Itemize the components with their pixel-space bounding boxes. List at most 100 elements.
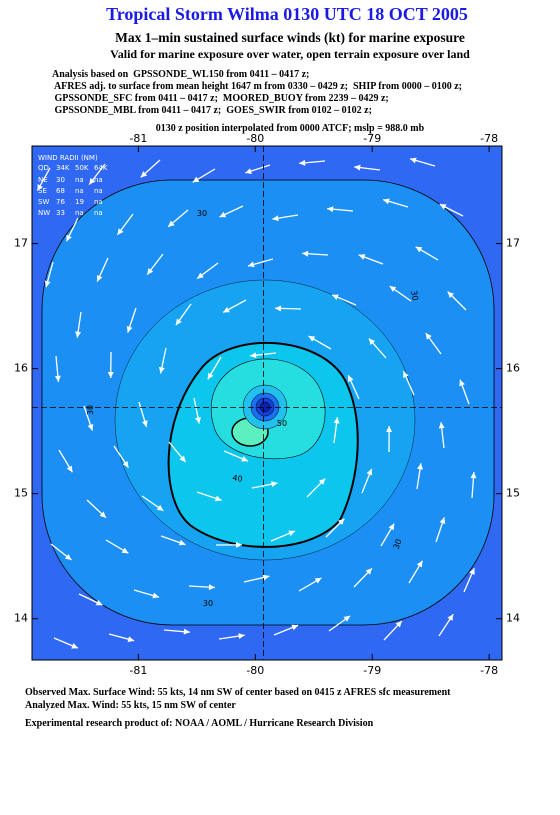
- contour-label: 30: [392, 538, 404, 551]
- wind-arrow-head: [302, 250, 309, 257]
- wind-arrow-head: [386, 426, 393, 433]
- wind-arrow-head: [383, 198, 390, 205]
- wind-arrow-head: [358, 254, 366, 260]
- wind-arrow-head: [197, 272, 204, 279]
- wind-arrow-head: [37, 184, 43, 191]
- x-tick-label: -79: [363, 664, 381, 677]
- wind-arrow-head: [238, 633, 245, 640]
- radii-title: WIND RADII (NM): [38, 154, 98, 162]
- wind-arrow-head: [327, 206, 334, 213]
- wind-arrow-head: [343, 615, 351, 622]
- radii-cell: 68: [56, 187, 65, 195]
- x-tick-label: -80: [246, 664, 264, 677]
- wind-arrow-head: [158, 366, 165, 374]
- radii-cell: na: [94, 187, 103, 195]
- radii-cell: 19: [75, 198, 84, 206]
- wind-arrow-head: [308, 336, 316, 342]
- wind-arrow-head: [366, 468, 373, 476]
- wind-arrow-head: [245, 168, 252, 174]
- wind-arrow-head: [318, 478, 326, 485]
- subtitle: Max 1–min sustained surface winds (kt) f…: [115, 30, 465, 45]
- wind-arrow-head: [250, 352, 257, 359]
- radii-cell: SW: [38, 198, 49, 206]
- analysis-line: GPSSONDE_MBL from 0411 – 0417 z; GOES_SW…: [52, 105, 372, 116]
- contour-label: 40: [232, 473, 244, 484]
- wind-arrow-head: [275, 305, 282, 312]
- y-tick-label: 15: [506, 487, 520, 500]
- contour-label: 30: [409, 290, 420, 302]
- radii-cell: na: [94, 209, 103, 217]
- radii-cell: 76: [56, 198, 65, 206]
- wind-arrow-head: [192, 176, 200, 183]
- wind-arrow-head: [415, 246, 423, 253]
- wind-arrow-head: [156, 504, 164, 511]
- radii-cell: na: [94, 176, 103, 184]
- contour-label: 30: [86, 405, 95, 415]
- wind-arrow-head: [175, 318, 182, 326]
- map-frame: [31, 145, 503, 661]
- wind-arrow-head: [152, 592, 159, 599]
- wind-arrow-head: [214, 495, 222, 502]
- wind-arrow-head: [354, 164, 361, 171]
- wind-arrow-head: [141, 420, 148, 427]
- wind-arrow-head: [447, 614, 454, 621]
- wind-arrow-head: [417, 463, 423, 470]
- footer-line: Experimental research product of: NOAA /…: [25, 718, 374, 729]
- contour-label: 30: [197, 209, 207, 218]
- wind-arrow-head: [126, 325, 133, 333]
- y-tick-label: 15: [14, 487, 28, 500]
- y-tick-label: 14: [506, 612, 520, 625]
- wind-arrow-head: [425, 332, 432, 340]
- radii-header: 64K: [94, 164, 108, 172]
- wind-arrow-head: [241, 456, 248, 462]
- wind-arrow-head: [178, 539, 186, 546]
- y-tick-label: 17: [506, 237, 520, 250]
- radii-cell: SE: [38, 187, 47, 195]
- wind-arrow-head: [99, 511, 107, 518]
- wind-arrow-head: [44, 280, 51, 288]
- wind-arrow-head: [95, 599, 103, 606]
- wind-arrow-head: [117, 228, 124, 235]
- x-tick-label: -78: [480, 132, 498, 145]
- wind-arrow-head: [235, 541, 242, 548]
- wind-arrow-head: [291, 624, 299, 631]
- wind-arrow-head: [195, 416, 201, 424]
- wind-arrow-head: [183, 628, 190, 635]
- wind-arrow-head: [87, 423, 94, 431]
- wind-arrow-head: [314, 577, 322, 584]
- position-note: 0130 z position interpolated from 0000 A…: [156, 123, 425, 134]
- wind-arrow-head: [459, 379, 465, 387]
- wind-arrow-head: [121, 547, 129, 554]
- y-tick-label: 17: [14, 237, 28, 250]
- validity: Valid for marine exposure over water, op…: [110, 47, 470, 61]
- wind-arrow-head: [365, 568, 373, 575]
- footer-line: Analyzed Max. Wind: 55 kts, 15 nm SW of …: [25, 700, 236, 711]
- wind-arrow-head: [439, 517, 446, 525]
- wind-arrow-head: [219, 211, 227, 218]
- wind-arrow-head: [333, 417, 340, 424]
- radii-header: 50K: [75, 164, 89, 172]
- radii-header: QD: [38, 164, 49, 172]
- wind-arrow-head: [66, 465, 73, 473]
- wind-arrow-head: [207, 372, 214, 380]
- wind-arrow-head: [89, 178, 96, 185]
- x-tick-label: -80: [246, 132, 264, 145]
- analysis-line: GPSSONDE_SFC from 0411 – 0417 z; MOORED_…: [52, 93, 389, 104]
- y-tick-label: 14: [14, 612, 28, 625]
- analysis-line: Analysis based on GPSSONDE_WL150 from 04…: [52, 69, 309, 80]
- radii-cell: na: [75, 209, 84, 217]
- wind-arrow-head: [168, 220, 175, 227]
- wind-arrow-head: [208, 584, 215, 591]
- wind-arrow-head: [122, 460, 129, 468]
- wind-arrow-head: [272, 215, 279, 222]
- contour-label: 50: [277, 419, 287, 428]
- wind-arrow-head: [96, 274, 103, 282]
- radii-cell: 30: [56, 176, 65, 184]
- wind-arrow-head: [75, 331, 82, 338]
- wind-arrow-head: [416, 560, 423, 568]
- wind-vectors: [36, 157, 477, 649]
- radii-cell: 33: [56, 209, 65, 217]
- wind-arrow-head: [403, 371, 409, 378]
- analysis-line: AFRES adj. to surface from mean height 1…: [52, 81, 462, 92]
